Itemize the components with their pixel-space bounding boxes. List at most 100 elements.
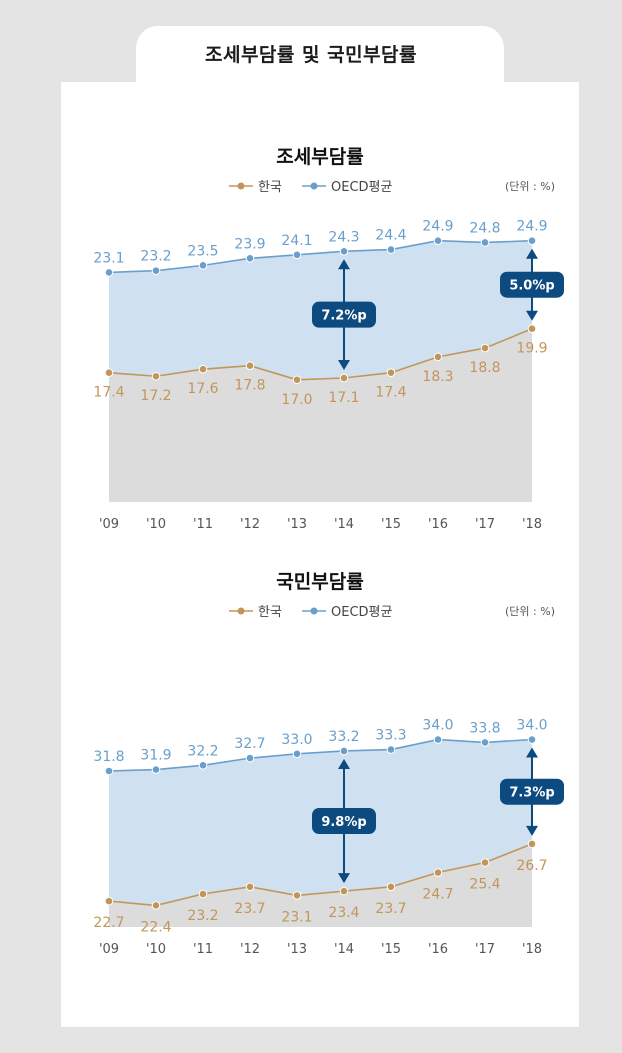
difference-annotation: 9.8%p xyxy=(312,758,376,884)
oecd-point xyxy=(245,254,255,263)
korea-data-label: 17.0 xyxy=(281,392,312,408)
header-tab xyxy=(136,26,504,86)
korea-point xyxy=(245,361,255,370)
difference-badge xyxy=(500,271,564,298)
x-tick-label: '15 xyxy=(381,517,401,532)
x-tick-label: '16 xyxy=(428,942,448,957)
korea-point xyxy=(386,368,396,378)
difference-arrow-head-up xyxy=(526,248,538,259)
x-tick-label: '15 xyxy=(381,942,401,957)
legend-korea-marker xyxy=(237,607,245,615)
oecd-data-label: 24.8 xyxy=(469,220,500,236)
x-tick-label: '09 xyxy=(99,942,119,957)
oecd-point xyxy=(339,746,349,756)
x-tick-label: '18 xyxy=(522,517,542,532)
korea-point xyxy=(151,371,161,381)
korea-data-label: 17.8 xyxy=(234,378,265,394)
chart-panel: 조세부담률 한국 OECD평균 (단위 : %) 23.1 23.2 23.5 23.9 24.… xyxy=(61,82,579,1027)
oecd-point xyxy=(104,766,114,776)
legend-oecd-label: OECD평균 xyxy=(331,605,392,620)
korea-point xyxy=(198,889,208,899)
x-tick-label: '10 xyxy=(146,942,166,957)
oecd-point xyxy=(198,261,208,270)
chart-title: 국민부담률 xyxy=(276,571,363,593)
oecd-data-label: 23.2 xyxy=(140,249,171,265)
oecd-point xyxy=(480,738,490,747)
korea-point xyxy=(480,858,490,867)
oecd-data-label: 23.9 xyxy=(234,236,265,252)
korea-data-label: 23.2 xyxy=(187,908,218,924)
oecd-data-label: 33.3 xyxy=(375,728,406,744)
oecd-point xyxy=(339,246,349,256)
korea-point xyxy=(386,882,396,892)
oecd-data-label: 33.2 xyxy=(328,729,359,745)
korea-data-label: 25.4 xyxy=(469,877,500,893)
korea-point xyxy=(245,882,255,892)
difference-annotation: 7.2%p xyxy=(312,259,376,370)
legend-oecd-label: OECD평균 xyxy=(331,180,392,195)
korea-point xyxy=(527,839,537,849)
korea-point xyxy=(104,896,114,906)
oecd-data-label: 24.9 xyxy=(422,219,453,235)
oecd-point xyxy=(198,760,208,770)
difference-arrow-head-up xyxy=(526,747,538,758)
korea-data-label: 24.7 xyxy=(422,887,453,903)
x-tick-label: '16 xyxy=(428,517,448,532)
oecd-data-label: 34.0 xyxy=(516,718,547,734)
oecd-point xyxy=(527,236,537,246)
oecd-data-label: 24.4 xyxy=(375,228,406,244)
legend-korea-label: 한국 xyxy=(258,605,282,620)
legend-korea-marker xyxy=(237,182,245,190)
x-tick-label: '12 xyxy=(240,942,260,957)
korea-data-label: 23.4 xyxy=(328,905,359,921)
oecd-data-label: 24.1 xyxy=(281,233,312,249)
difference-arrow-head-down xyxy=(526,310,538,321)
oecd-point xyxy=(386,745,396,754)
oecd-point xyxy=(433,735,443,744)
oecd-series-line xyxy=(108,738,533,772)
oecd-data-label: 31.9 xyxy=(140,748,171,764)
x-tick-label: '13 xyxy=(287,942,307,957)
oecd-data-label: 31.8 xyxy=(93,749,124,765)
difference-badge xyxy=(500,778,564,805)
x-tick-label: '17 xyxy=(475,942,495,957)
korea-data-label: 22.4 xyxy=(140,919,171,935)
difference-arrow-head-up xyxy=(338,758,350,769)
korea-data-label: 23.1 xyxy=(281,909,312,925)
oecd-data-label: 32.2 xyxy=(187,743,218,759)
x-tick-label: '09 xyxy=(99,517,119,532)
korea-point xyxy=(339,886,349,896)
page-title: 조세부담률 및 국민부담률 xyxy=(204,44,417,66)
korea-data-label: 17.6 xyxy=(187,381,218,397)
korea-area xyxy=(109,328,532,502)
korea-point xyxy=(433,352,443,362)
oecd-point xyxy=(480,238,490,247)
oecd-point xyxy=(292,749,302,759)
difference-arrow-head-up xyxy=(338,259,350,270)
korea-point xyxy=(198,364,208,374)
legend: 한국 OECD평균 xyxy=(229,180,392,195)
legend: 한국 OECD평균 xyxy=(229,605,392,620)
x-tick-label: '13 xyxy=(287,517,307,532)
korea-data-label: 17.2 xyxy=(140,388,171,404)
korea-data-label: 17.1 xyxy=(328,390,359,406)
unit-label: (단위 : %) xyxy=(505,605,555,618)
legend-oecd-marker xyxy=(310,607,318,615)
x-tick-label: '12 xyxy=(240,517,260,532)
korea-point xyxy=(104,368,114,378)
oecd-series-line xyxy=(108,239,533,274)
x-tick-label: '11 xyxy=(193,942,213,957)
x-tick-label: '10 xyxy=(146,517,166,532)
difference-annotation: 7.3%p xyxy=(500,747,564,836)
korea-point xyxy=(292,375,302,385)
korea-data-label: 17.4 xyxy=(93,385,124,401)
korea-series-line xyxy=(108,843,533,907)
korea-data-label: 18.3 xyxy=(422,369,453,385)
legend-korea-label: 한국 xyxy=(258,180,282,195)
oecd-point xyxy=(245,753,255,763)
oecd-point xyxy=(292,250,302,260)
x-tick-label: '18 xyxy=(522,942,542,957)
korea-point xyxy=(433,868,443,877)
oecd-point xyxy=(151,266,161,275)
